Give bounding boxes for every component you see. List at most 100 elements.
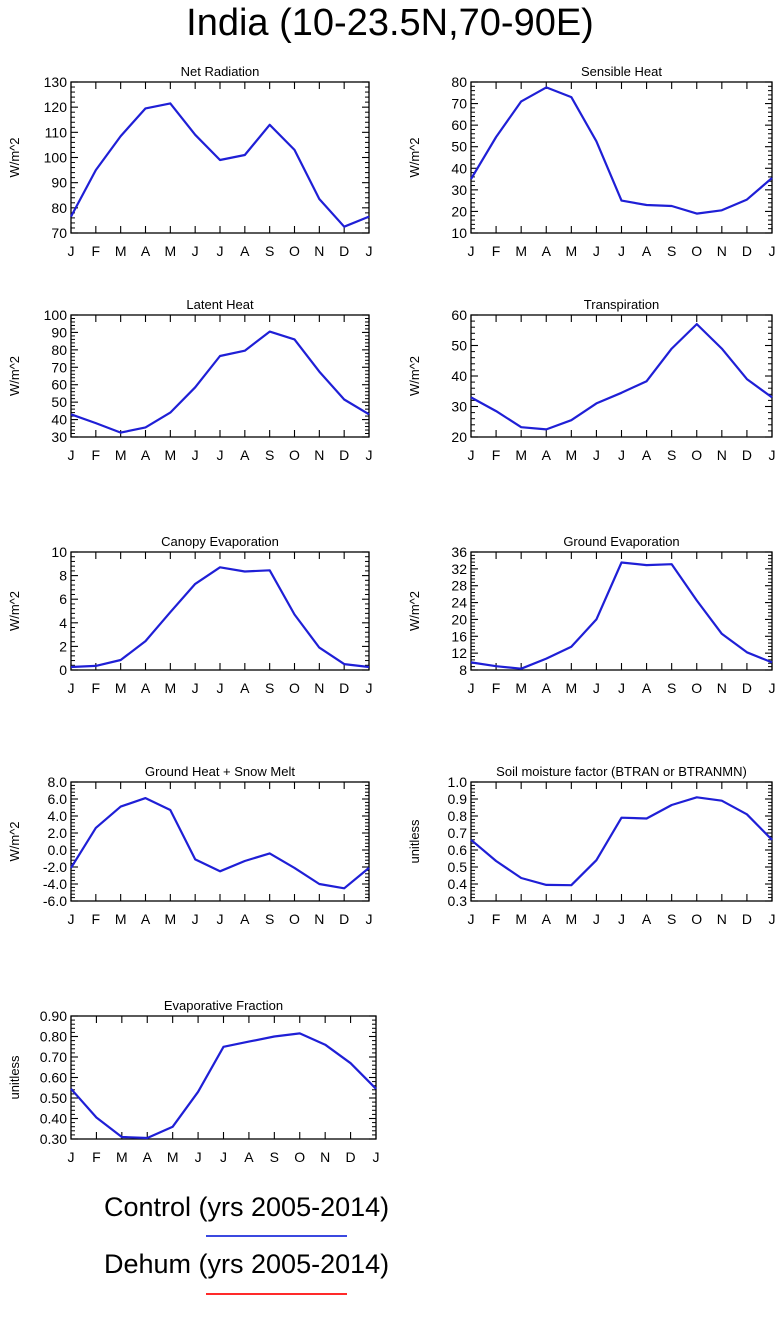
x-tick-label: A xyxy=(542,447,552,463)
x-tick-label: D xyxy=(742,243,752,259)
y-tick-label: -6.0 xyxy=(43,893,67,909)
y-tick-label: 10 xyxy=(451,225,467,241)
x-tick-label: M xyxy=(115,243,127,259)
chart-title: Sensible Heat xyxy=(581,64,662,79)
x-tick-label: J xyxy=(468,680,475,696)
x-tick-label: J xyxy=(192,447,199,463)
plot-frame xyxy=(70,1015,377,1140)
y-tick-label: 100 xyxy=(44,150,68,166)
x-tick-label: S xyxy=(270,1149,279,1165)
series-line-control xyxy=(470,561,773,670)
x-tick-label: J xyxy=(217,447,224,463)
x-tick-label: M xyxy=(164,680,176,696)
x-tick-label: D xyxy=(339,447,349,463)
series-line-control xyxy=(70,566,370,669)
x-tick-label: N xyxy=(314,447,324,463)
y-tick-label: 32 xyxy=(451,561,467,577)
x-tick-label: J xyxy=(366,911,373,927)
y-tick-label: 0.3 xyxy=(448,893,468,909)
y-tick-label: 20 xyxy=(451,611,467,627)
x-tick-label: O xyxy=(691,243,702,259)
x-tick-label: F xyxy=(92,1149,101,1165)
x-tick-label: J xyxy=(192,243,199,259)
x-tick-label: F xyxy=(92,911,101,927)
y-tick-label: 0.4 xyxy=(448,876,468,892)
x-tick-label: A xyxy=(642,680,652,696)
y-tick-label: 12 xyxy=(451,645,467,661)
y-tick-label: 0.0 xyxy=(48,842,68,858)
x-tick-label: D xyxy=(339,680,349,696)
y-tick-label: 60 xyxy=(451,117,467,133)
y-tick-label: 0.90 xyxy=(40,1008,67,1024)
x-tick-label: J xyxy=(366,447,373,463)
x-tick-label: J xyxy=(220,1149,227,1165)
y-tick-label: 0.70 xyxy=(40,1049,67,1065)
x-tick-label: M xyxy=(164,447,176,463)
y-tick-label: 1.0 xyxy=(448,774,468,790)
series-line-control xyxy=(470,323,773,431)
x-tick-label: M xyxy=(115,911,127,927)
x-tick-label: S xyxy=(667,680,676,696)
y-tick-label: 60 xyxy=(51,377,67,393)
x-tick-label: O xyxy=(289,680,300,696)
x-tick-label: J xyxy=(618,447,625,463)
x-tick-label: A xyxy=(642,911,652,927)
y-tick-label: 120 xyxy=(44,99,68,115)
legend-dehum-label: Dehum (yrs 2005-2014) xyxy=(104,1249,390,1279)
y-tick-label: 30 xyxy=(451,399,467,415)
y-tick-label: 30 xyxy=(51,429,67,445)
x-tick-label: S xyxy=(265,911,274,927)
x-tick-label: N xyxy=(314,243,324,259)
x-tick-label: M xyxy=(565,680,577,696)
series-line-control xyxy=(70,102,370,228)
chart-title: Latent Heat xyxy=(186,297,254,312)
y-tick-label: 8.0 xyxy=(48,774,68,790)
x-tick-label: M xyxy=(515,447,527,463)
x-tick-label: A xyxy=(542,911,552,927)
x-tick-label: A xyxy=(141,447,151,463)
x-tick-label: A xyxy=(240,911,250,927)
x-tick-label: J xyxy=(68,1149,75,1165)
x-tick-label: A xyxy=(141,911,151,927)
x-tick-label: D xyxy=(742,447,752,463)
x-tick-label: J xyxy=(68,911,75,927)
x-tick-label: J xyxy=(593,447,600,463)
y-tick-label: 8 xyxy=(459,662,467,678)
x-tick-label: J xyxy=(769,447,776,463)
x-tick-label: S xyxy=(667,447,676,463)
x-tick-label: N xyxy=(320,1149,330,1165)
y-axis-label: W/m^2 xyxy=(7,591,22,631)
x-tick-label: J xyxy=(618,911,625,927)
y-axis-label: W/m^2 xyxy=(407,137,422,177)
y-tick-label: 90 xyxy=(51,324,67,340)
plot-frame xyxy=(470,781,773,902)
y-tick-label: 40 xyxy=(51,412,67,428)
y-tick-label: 0 xyxy=(59,662,67,678)
x-tick-label: J xyxy=(769,680,776,696)
y-tick-label: 50 xyxy=(451,139,467,155)
plot-frame xyxy=(470,81,773,234)
x-tick-label: A xyxy=(542,243,552,259)
chart-panel: Soil moisture factor (BTRAN or BTRANMN) u… xyxy=(407,764,776,927)
y-tick-label: 0.40 xyxy=(40,1111,67,1127)
y-axis-label: W/m^2 xyxy=(7,356,22,396)
x-tick-label: J xyxy=(195,1149,202,1165)
y-tick-label: 4.0 xyxy=(48,808,68,824)
x-tick-label: M xyxy=(565,911,577,927)
x-tick-label: O xyxy=(289,911,300,927)
y-tick-label: 0.6 xyxy=(448,842,468,858)
plot-frame xyxy=(470,314,773,438)
y-tick-label: 2.0 xyxy=(48,825,68,841)
x-tick-label: J xyxy=(68,447,75,463)
x-tick-label: J xyxy=(769,243,776,259)
x-tick-label: J xyxy=(192,680,199,696)
x-tick-label: M xyxy=(164,243,176,259)
x-tick-label: F xyxy=(492,911,501,927)
plot-frame xyxy=(70,81,370,234)
y-tick-label: 6.0 xyxy=(48,791,68,807)
chart-title: Transpiration xyxy=(584,297,659,312)
chart-panel: Evaporative Fraction unitless 0.30 0.40 0.50… xyxy=(7,998,380,1165)
x-tick-label: M xyxy=(116,1149,128,1165)
y-tick-label: 0.8 xyxy=(448,808,468,824)
